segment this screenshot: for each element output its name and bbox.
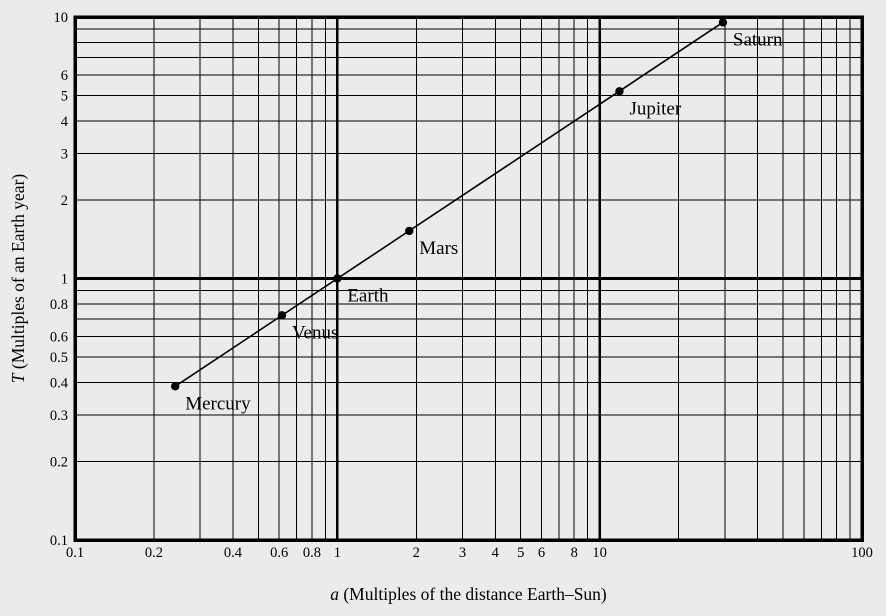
y-tick-label: 0.8 xyxy=(50,297,68,313)
log-grid xyxy=(75,17,862,540)
planet-label-jupiter: Jupiter xyxy=(629,98,681,119)
y-tick-label: 3 xyxy=(61,147,68,163)
y-tick-label: 0.6 xyxy=(50,330,68,346)
x-tick-label: 10 xyxy=(592,545,607,561)
planet-label-earth: Earth xyxy=(347,286,389,307)
y-tick-label: 2 xyxy=(61,193,68,209)
y-axis-title: T (Multiples of an Earth year) xyxy=(8,174,28,384)
x-tick-label: 5 xyxy=(517,545,524,561)
x-axis-title: a (Multiples of the distance Earth–Sun) xyxy=(330,584,607,604)
x-tick-label: 8 xyxy=(571,545,578,561)
y-tick-label: 0.3 xyxy=(50,408,68,424)
data-point-mercury xyxy=(171,382,180,391)
y-tick-label: 1 xyxy=(61,272,68,288)
x-tick-label: 4 xyxy=(492,545,500,561)
x-tick-label: 1 xyxy=(334,545,341,561)
x-tick-label: 0.8 xyxy=(303,545,321,561)
x-axis-title-text: (Multiples of the distance Earth–Sun) xyxy=(339,584,607,604)
y-tick-label: 4 xyxy=(61,114,69,130)
x-tick-label: 0.1 xyxy=(66,545,84,561)
x-tick-label: 0.4 xyxy=(224,545,243,561)
x-axis-variable: a xyxy=(330,584,339,604)
fit-line xyxy=(174,21,724,387)
y-tick-label: 6 xyxy=(61,68,68,84)
data-point-earth xyxy=(333,274,342,283)
data-point-venus xyxy=(277,311,287,320)
planet-label-mercury: Mercury xyxy=(185,393,251,414)
y-tick-label: 0.5 xyxy=(50,350,68,366)
y-tick-label: 0.1 xyxy=(50,533,68,549)
y-axis-title-text: (Multiples of an Earth year) xyxy=(8,174,28,374)
planet-label-mars: Mars xyxy=(419,238,458,259)
x-tick-label: 6 xyxy=(538,545,545,561)
data-point-saturn xyxy=(718,18,728,27)
y-tick-label: 10 xyxy=(54,10,69,26)
data-point-jupiter xyxy=(615,87,624,96)
x-tick-label: 0.6 xyxy=(270,545,288,561)
y-tick-label: 0.4 xyxy=(50,376,69,392)
x-tick-label: 3 xyxy=(459,545,466,561)
x-tick-label: 100 xyxy=(851,545,873,561)
x-tick-label: 2 xyxy=(413,545,420,561)
y-tick-label: 5 xyxy=(61,89,68,105)
planet-label-venus: Venus xyxy=(292,322,338,343)
data-point-mars xyxy=(405,226,414,236)
plot-frame xyxy=(73,15,864,542)
y-axis-variable: T xyxy=(8,372,28,383)
planet-label-saturn: Saturn xyxy=(733,29,783,50)
x-tick-label: 0.2 xyxy=(145,545,163,561)
y-tick-label: 0.2 xyxy=(50,454,68,470)
